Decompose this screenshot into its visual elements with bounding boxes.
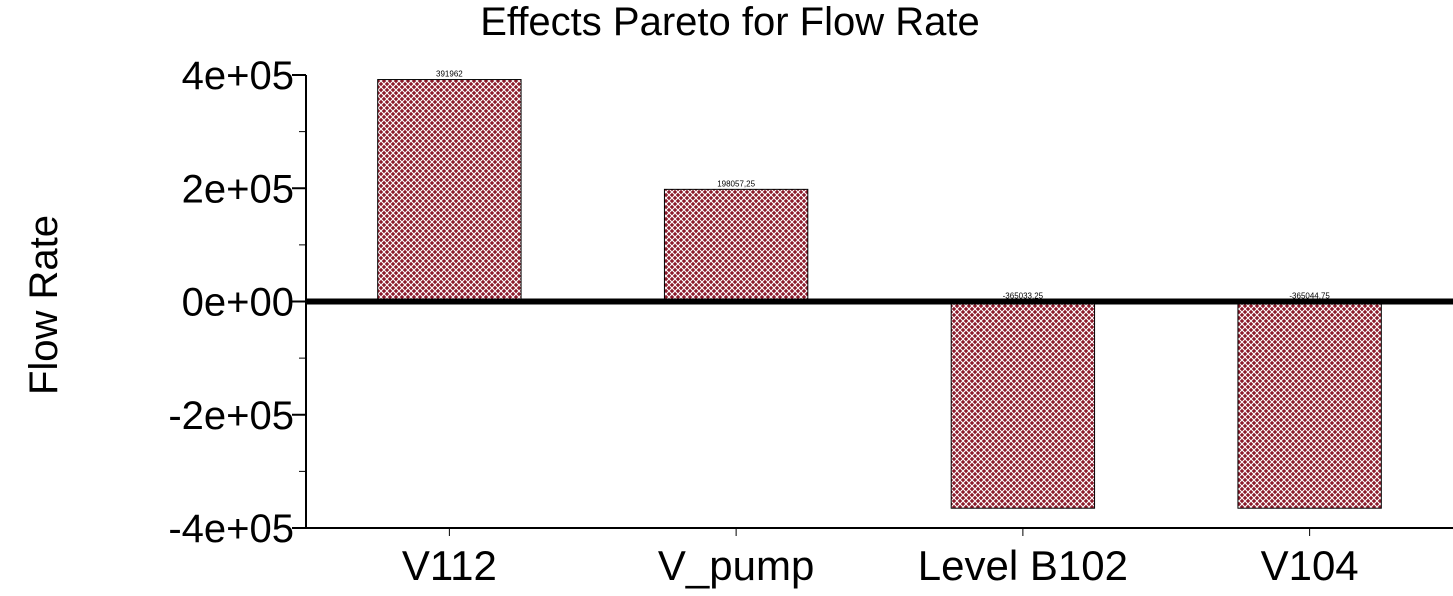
bars — [377, 79, 1382, 509]
data-labels: 391962 198057,25 -365033,25 -365044,75 — [436, 70, 1330, 301]
y-axis: 4e+05 2e+05 0e+00 -2e+05 -4e+05 — [168, 54, 307, 551]
y-tick-label: 2e+05 — [182, 167, 294, 211]
data-label: -365044,75 — [1289, 292, 1330, 301]
y-tick-label: -2e+05 — [168, 394, 294, 438]
x-tick-label: Level B102 — [918, 542, 1128, 589]
y-tick-label: -4e+05 — [168, 507, 294, 551]
bar-v-pump — [663, 188, 809, 302]
x-tick-label: V_pump — [658, 542, 814, 589]
y-axis-label: Flow Rate — [22, 215, 66, 395]
bar-v112 — [377, 79, 522, 302]
data-label: -365033,25 — [1003, 292, 1044, 301]
x-tick-label: V104 — [1261, 542, 1359, 589]
bar-v104 — [1237, 301, 1382, 509]
x-tick-label: V112 — [402, 542, 497, 589]
chart-title: Effects Pareto for Flow Rate — [480, 0, 979, 44]
x-axis: V112 V_pump Level B102 V104 — [306, 527, 1453, 589]
bar-level-b102 — [950, 301, 1096, 509]
y-tick-label: 0e+00 — [182, 281, 294, 325]
data-label: 391962 — [436, 70, 463, 79]
y-tick-label: 4e+05 — [182, 54, 294, 98]
data-label: 198057,25 — [717, 179, 755, 188]
